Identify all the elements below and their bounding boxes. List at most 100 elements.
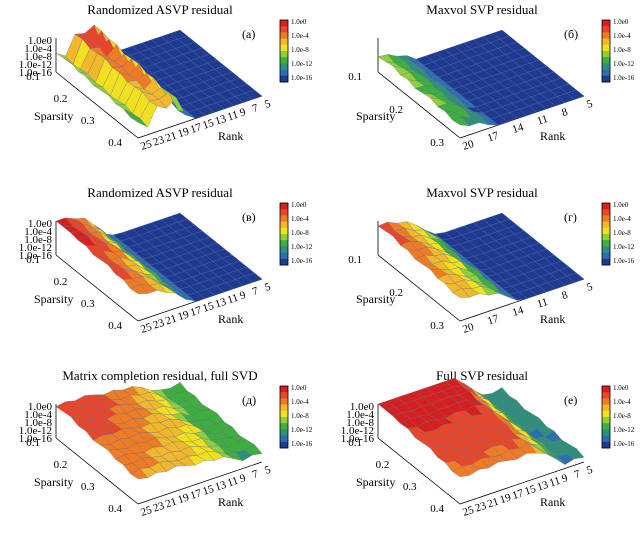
colorbar-label: 1.0e-4 xyxy=(291,398,309,406)
colorbar: 1.0e0 1.0e-4 1.0e-8 1.0e-12 1.0e-16 xyxy=(279,384,313,449)
colorbar-label: 1.0e-8 xyxy=(291,46,309,54)
colorbar-swatch xyxy=(602,221,610,229)
z-tick-label: 1.0e-12 xyxy=(19,59,52,71)
rank-tick-label: 5 xyxy=(263,281,272,294)
colorbar-swatch xyxy=(602,63,610,70)
rank-tick-label: 25 xyxy=(139,504,154,519)
panel-title: Full SVP residual xyxy=(436,368,528,383)
rank-tick-label: 19 xyxy=(498,491,513,506)
surface-panel: Full SVP residual(е)1.0e01.0e-41.0e-81.0… xyxy=(341,368,635,519)
surface-cell xyxy=(244,444,263,456)
colorbar-swatch xyxy=(280,203,288,210)
z-tick-label: 1.0e-4 xyxy=(24,226,52,238)
sparsity-tick-label: 0.1 xyxy=(348,71,362,83)
rank-tick-label: 21 xyxy=(164,313,178,328)
colorbar-swatch xyxy=(602,44,610,52)
surface-mesh xyxy=(55,24,263,128)
rank-tick-label: 25 xyxy=(461,504,476,519)
sparsity-tick-label: 0.2 xyxy=(376,459,390,471)
colorbar-swatch xyxy=(280,44,288,52)
rank-tick-label: 23 xyxy=(474,500,489,515)
rank-tick-label: 13 xyxy=(214,479,229,494)
colorbar-swatch xyxy=(280,20,288,27)
rank-tick-label: 20 xyxy=(461,321,476,336)
colorbar-label: 1.0e-4 xyxy=(613,215,631,223)
colorbar-swatch xyxy=(602,398,610,405)
rank-axis-label: Rank xyxy=(218,495,243,509)
panel-letter: (е) xyxy=(564,393,577,407)
colorbar-label: 1.0e0 xyxy=(613,201,629,209)
rank-tick-label: 11 xyxy=(536,296,550,311)
panel-letter: (а) xyxy=(242,27,255,41)
colorbar-label: 1.0e-12 xyxy=(291,60,313,68)
rank-tick-label: 11 xyxy=(226,292,240,307)
surface-mesh xyxy=(377,29,585,127)
sparsity-axis-line xyxy=(55,71,139,139)
colorbar-label: 1.0e-4 xyxy=(613,398,631,406)
colorbar-label: 1.0e-8 xyxy=(613,229,631,237)
colorbar-swatch xyxy=(602,429,610,436)
colorbar-swatch xyxy=(602,386,610,393)
colorbar-swatch xyxy=(280,215,288,222)
colorbar-swatch xyxy=(602,404,610,412)
z-tick-label: 1.0e-8 xyxy=(24,417,52,429)
panel-letter: (в) xyxy=(242,210,256,224)
colorbar-label: 1.0e-16 xyxy=(291,440,313,448)
colorbar-swatch xyxy=(602,75,610,83)
sparsity-axis-label: Sparsity xyxy=(34,475,73,489)
rank-tick-label: 19 xyxy=(176,125,191,140)
colorbar-swatch xyxy=(280,386,288,393)
rank-tick-label: 5 xyxy=(585,98,594,111)
colorbar-swatch xyxy=(602,51,610,58)
rank-tick-label: 23 xyxy=(152,134,167,149)
colorbar-label: 1.0e0 xyxy=(613,384,629,392)
rank-tick-label: 23 xyxy=(152,500,167,515)
z-tick-label: 1.0e0 xyxy=(350,401,375,413)
colorbar-swatch xyxy=(280,410,288,418)
rank-axis-label: Rank xyxy=(540,495,565,509)
colorbar-label: 1.0e0 xyxy=(291,201,307,209)
colorbar-label: 1.0e-16 xyxy=(291,74,313,82)
sparsity-tick-label: 0.2 xyxy=(54,276,68,288)
rank-tick-label: 20 xyxy=(461,138,476,153)
colorbar-swatch xyxy=(602,441,610,449)
sparsity-tick-label: 0.1 xyxy=(26,71,40,83)
z-tick-label: 1.0e0 xyxy=(28,401,53,413)
colorbar-label: 1.0e0 xyxy=(613,18,629,26)
z-tick-label: 1.0e-12 xyxy=(19,425,52,437)
sparsity-tick-label: 0.1 xyxy=(348,437,362,449)
colorbar-swatch xyxy=(602,252,610,260)
colorbar-swatch xyxy=(602,26,610,33)
colorbar-label: 1.0e-16 xyxy=(613,440,635,448)
sparsity-axis-label: Sparsity xyxy=(356,292,395,306)
colorbar-swatch xyxy=(280,258,288,266)
rank-tick-label: 7 xyxy=(251,102,260,115)
colorbar-swatch xyxy=(280,32,288,39)
sparsity-tick-label: 0.3 xyxy=(81,298,95,310)
rank-axis-line xyxy=(137,461,263,505)
rank-tick-label: 13 xyxy=(214,113,229,128)
rank-tick-label: 25 xyxy=(139,321,154,336)
colorbar-label: 1.0e-16 xyxy=(613,74,635,82)
colorbar-swatch xyxy=(280,398,288,405)
rank-tick-label: 5 xyxy=(585,464,594,477)
colorbar-swatch xyxy=(602,215,610,222)
colorbar-label: 1.0e-8 xyxy=(291,412,309,420)
colorbar-swatch xyxy=(280,227,288,235)
sparsity-axis-line xyxy=(377,254,461,322)
colorbar-swatch xyxy=(280,63,288,70)
panel-title: Matrix completion residual, full SVD xyxy=(62,368,257,383)
surface-mesh xyxy=(377,377,585,477)
rank-tick-label: 25 xyxy=(139,138,154,153)
rank-tick-label: 7 xyxy=(251,285,260,298)
z-tick-label: 1.0e-8 xyxy=(24,234,52,246)
panel-letter: (д) xyxy=(242,393,256,407)
colorbar-frame xyxy=(601,202,611,266)
colorbar-swatch xyxy=(602,417,610,424)
colorbar-swatch xyxy=(280,392,288,399)
colorbar-label: 1.0e-16 xyxy=(613,257,635,265)
rank-tick-label: 17 xyxy=(189,121,204,136)
rank-tick-label: 7 xyxy=(573,468,582,481)
panel-letter: (г) xyxy=(564,210,577,224)
